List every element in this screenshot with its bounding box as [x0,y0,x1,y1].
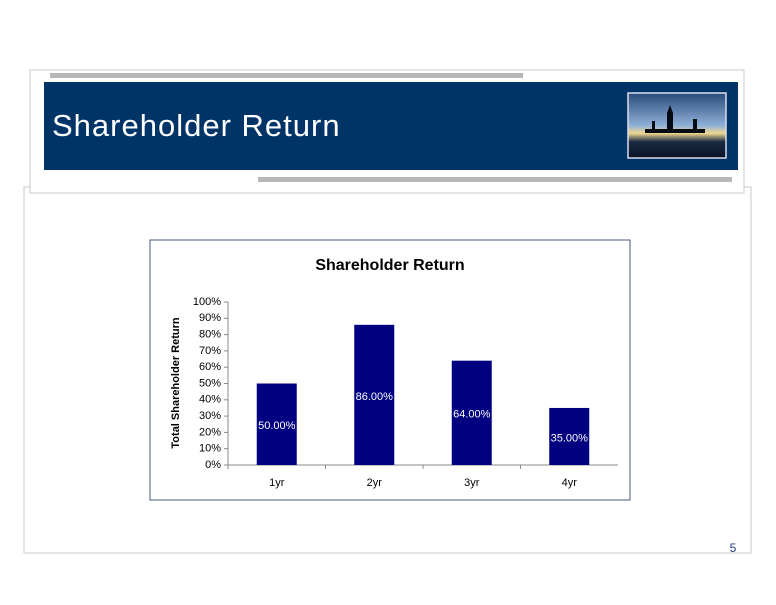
y-tick-label: 50% [199,377,221,389]
x-tick-label: 4yr [562,477,578,489]
page-number: 5 [730,541,737,555]
value-label: 35.00% [551,432,589,444]
y-tick-label: 0% [205,459,221,471]
y-axis-label: Total Shareholder Return [170,317,182,448]
y-tick-label: 40% [199,394,221,406]
header-stripe [50,73,523,78]
header-band [44,82,738,170]
header-stripe [258,177,732,182]
x-tick-label: 3yr [464,477,480,489]
y-tick-label: 100% [193,296,221,308]
bar [549,407,590,465]
y-tick-label: 70% [199,345,221,357]
slide-title: Shareholder Return [52,108,341,143]
y-tick-label: 60% [199,361,221,373]
y-tick-label: 30% [199,410,221,422]
plot: 0% 10% 20% 30% 40% 50% 60% 70% 80% 90% 100% 1yr 50.0… [193,296,618,489]
x-tick-label: 1yr [269,477,285,489]
x-tick-label: 2yr [367,477,383,489]
y-tick-label: 10% [199,443,221,455]
header-photo [627,92,727,159]
bar [354,324,395,465]
bar [451,360,492,465]
y-tick-label: 90% [199,312,221,324]
bar [256,383,297,465]
value-label: 64.00% [453,409,491,421]
y-tick-label: 80% [199,329,221,341]
y-tick-label: 20% [199,426,221,438]
chart-title: Shareholder Return [315,257,464,274]
value-label: 86.00% [356,391,394,403]
value-label: 50.00% [258,420,296,432]
